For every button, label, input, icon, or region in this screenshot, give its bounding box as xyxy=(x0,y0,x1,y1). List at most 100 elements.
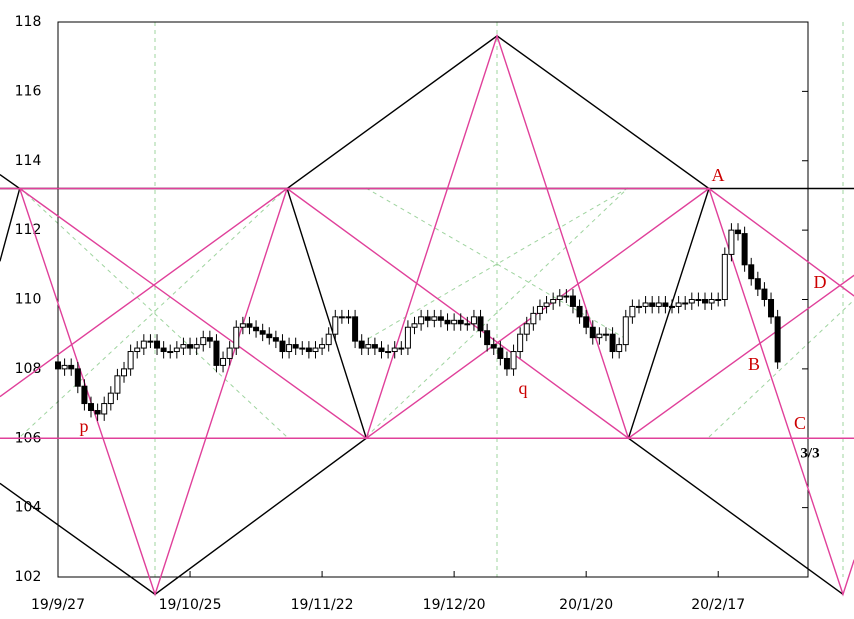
candle-body xyxy=(609,333,616,353)
candle-body xyxy=(748,264,755,280)
y-tick-label: 108 xyxy=(15,361,42,377)
candle-body xyxy=(74,368,81,387)
candle-body xyxy=(543,302,550,307)
candle-body xyxy=(629,305,636,318)
candle-body xyxy=(642,302,649,307)
candle-body xyxy=(398,347,405,350)
candle-body xyxy=(464,323,471,326)
candle-body xyxy=(517,333,524,353)
y-tick-label: 110 xyxy=(15,292,42,308)
candle-body xyxy=(332,316,339,335)
candle-body xyxy=(404,326,411,349)
candle-body xyxy=(193,344,200,349)
annotation: q xyxy=(519,378,528,398)
candle-body xyxy=(167,351,174,354)
candle-body xyxy=(523,323,530,335)
candle-body xyxy=(616,344,623,353)
pattern-line xyxy=(0,174,21,262)
pattern-line xyxy=(19,188,288,597)
candle-body xyxy=(596,333,603,339)
guide-line xyxy=(19,187,288,438)
candle-body xyxy=(668,305,675,308)
candle-body xyxy=(411,323,418,328)
candle-body xyxy=(768,299,775,318)
candle-body xyxy=(702,299,709,304)
candle-body xyxy=(154,340,161,349)
x-tick-label: 20/1/20 xyxy=(559,597,613,613)
pattern-line xyxy=(365,187,854,439)
candle-body xyxy=(319,344,326,349)
candle-body xyxy=(662,302,669,307)
candle-body xyxy=(536,305,543,314)
pattern-line xyxy=(19,33,630,440)
y-tick-label: 118 xyxy=(15,14,42,30)
candle-body xyxy=(655,302,662,307)
candle-body xyxy=(589,326,596,339)
candle-body xyxy=(180,344,187,349)
x-tick-label: 19/9/27 xyxy=(31,597,85,613)
candle-body xyxy=(134,347,141,353)
candle-body xyxy=(635,305,642,308)
candle-body xyxy=(94,410,101,415)
y-tick-label: 116 xyxy=(15,83,42,99)
candle-body xyxy=(292,344,299,349)
candle-body xyxy=(741,233,748,266)
candle-body xyxy=(735,229,742,235)
candle-body xyxy=(140,340,147,349)
candle-body xyxy=(107,392,114,405)
candle-body xyxy=(239,323,246,328)
candle-body xyxy=(497,347,504,359)
candle-body xyxy=(226,347,233,359)
annotation: D xyxy=(814,272,827,292)
candle-body xyxy=(715,299,722,301)
candle-body xyxy=(246,323,253,328)
candle-body xyxy=(721,253,728,300)
candle-body xyxy=(160,347,167,353)
candle-body xyxy=(286,344,293,353)
candle-body xyxy=(365,344,372,349)
guide-line xyxy=(365,187,629,341)
candle-body xyxy=(68,364,75,370)
y-tick-label: 104 xyxy=(15,500,42,516)
candle-body xyxy=(622,316,629,346)
candle-body xyxy=(61,364,68,370)
candle-body xyxy=(576,305,583,318)
candle-body xyxy=(127,351,134,370)
candle-body xyxy=(378,347,385,353)
y-tick-label: 112 xyxy=(15,222,42,238)
candle-body xyxy=(200,337,207,346)
candle-body xyxy=(55,361,61,370)
candle-body xyxy=(431,316,438,321)
candle-body xyxy=(345,316,352,319)
candle-body xyxy=(774,316,781,363)
candle-body xyxy=(682,302,689,305)
guide-line xyxy=(19,187,288,438)
candle-body xyxy=(530,312,537,325)
candle-body xyxy=(556,295,563,300)
x-tick-label: 20/2/17 xyxy=(691,597,745,613)
candle-body xyxy=(484,330,491,346)
candle-body xyxy=(550,299,557,304)
candle-body xyxy=(451,319,458,325)
candle-body xyxy=(187,344,194,349)
candle-body xyxy=(385,351,392,354)
candle-body xyxy=(510,351,517,370)
candle-body xyxy=(81,385,88,405)
candle-body xyxy=(233,326,240,349)
candle-body xyxy=(437,316,444,321)
y-tick-label: 102 xyxy=(15,569,42,585)
candle-body xyxy=(114,375,121,394)
candles xyxy=(55,223,781,421)
candle-body xyxy=(312,347,319,353)
candle-body xyxy=(470,316,477,325)
candle-body xyxy=(220,357,227,366)
candle-body xyxy=(675,302,682,307)
candle-body xyxy=(728,229,735,255)
pattern-line xyxy=(0,35,844,596)
candle-body xyxy=(563,295,570,298)
x-tick-label: 19/12/20 xyxy=(423,597,486,613)
candle-body xyxy=(266,333,273,339)
candle-body xyxy=(352,316,359,342)
candle-body xyxy=(299,347,306,350)
